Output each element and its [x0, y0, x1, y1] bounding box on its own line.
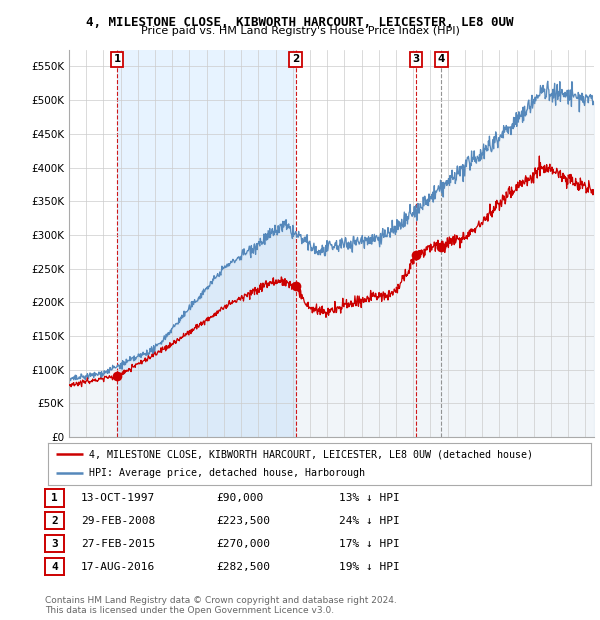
Text: 17-AUG-2016: 17-AUG-2016	[81, 562, 155, 572]
Text: 1: 1	[113, 55, 121, 64]
Text: 13-OCT-1997: 13-OCT-1997	[81, 493, 155, 503]
Bar	[117, 50, 296, 437]
Text: 13% ↓ HPI: 13% ↓ HPI	[339, 493, 400, 503]
Text: 4: 4	[438, 55, 445, 64]
Text: £90,000: £90,000	[216, 493, 263, 503]
Text: Price paid vs. HM Land Registry's House Price Index (HPI): Price paid vs. HM Land Registry's House …	[140, 26, 460, 36]
Text: 3: 3	[51, 539, 58, 549]
Text: 27-FEB-2015: 27-FEB-2015	[81, 539, 155, 549]
Text: 24% ↓ HPI: 24% ↓ HPI	[339, 516, 400, 526]
Text: 2: 2	[292, 55, 299, 64]
Text: 17% ↓ HPI: 17% ↓ HPI	[339, 539, 400, 549]
Text: 2: 2	[51, 516, 58, 526]
Text: 1: 1	[51, 493, 58, 503]
Text: 4, MILESTONE CLOSE, KIBWORTH HARCOURT, LEICESTER, LE8 0UW (detached house): 4, MILESTONE CLOSE, KIBWORTH HARCOURT, L…	[89, 449, 533, 459]
Text: 4, MILESTONE CLOSE, KIBWORTH HARCOURT, LEICESTER, LE8 0UW: 4, MILESTONE CLOSE, KIBWORTH HARCOURT, L…	[86, 16, 514, 29]
Text: 29-FEB-2008: 29-FEB-2008	[81, 516, 155, 526]
Text: 4: 4	[51, 562, 58, 572]
Text: 19% ↓ HPI: 19% ↓ HPI	[339, 562, 400, 572]
Text: HPI: Average price, detached house, Harborough: HPI: Average price, detached house, Harb…	[89, 469, 365, 479]
Text: £223,500: £223,500	[216, 516, 270, 526]
Text: 3: 3	[412, 55, 419, 64]
Text: £282,500: £282,500	[216, 562, 270, 572]
Text: Contains HM Land Registry data © Crown copyright and database right 2024.
This d: Contains HM Land Registry data © Crown c…	[45, 596, 397, 615]
Text: £270,000: £270,000	[216, 539, 270, 549]
